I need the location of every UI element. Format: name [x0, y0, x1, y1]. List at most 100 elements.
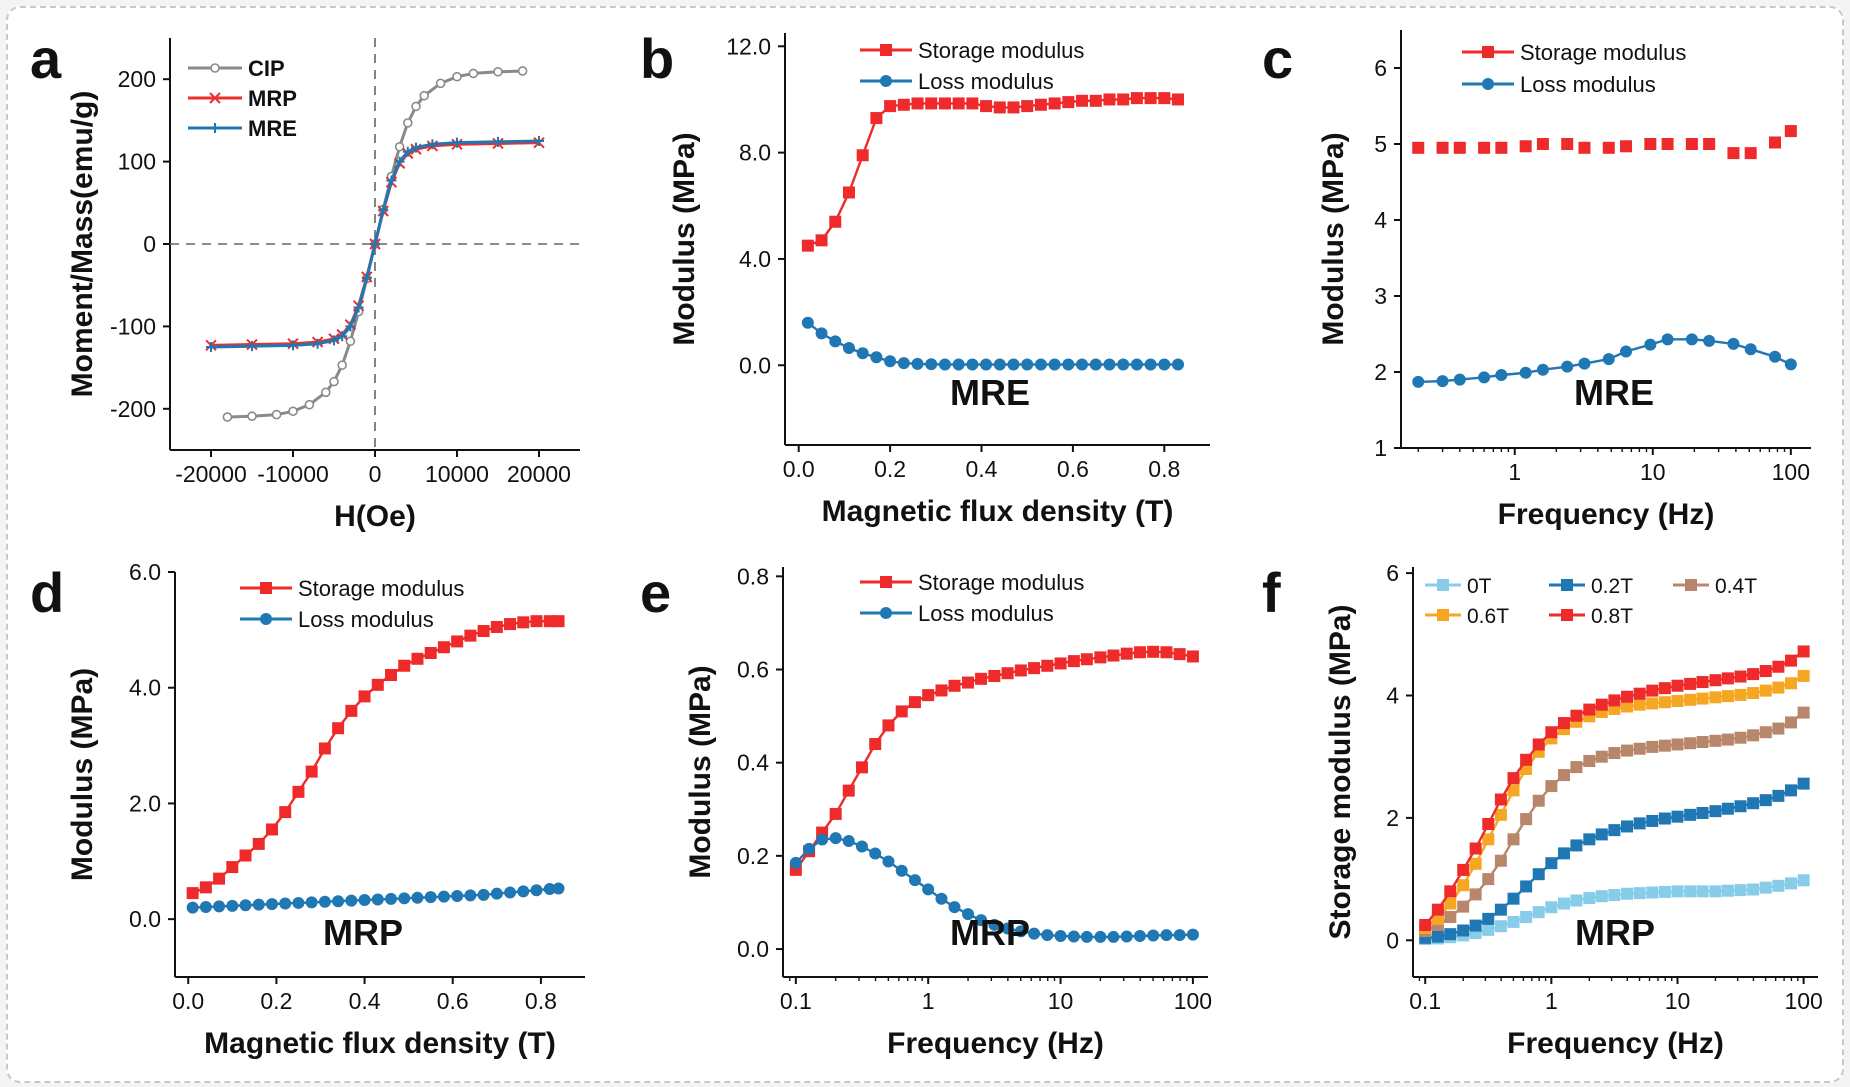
data-point [1120, 647, 1133, 660]
data-point [1703, 138, 1716, 150]
data-point [1545, 726, 1558, 739]
data-point [345, 336, 356, 347]
legend-marker [260, 613, 272, 625]
data-point [1769, 136, 1782, 149]
data-point [213, 900, 226, 913]
x-tick-label: 1 [1508, 459, 1521, 485]
data-point [1703, 334, 1716, 347]
data-point [1696, 676, 1709, 689]
data-point [186, 901, 199, 914]
legend-label: Loss modulus [918, 69, 1054, 94]
data-point [1117, 358, 1130, 371]
y-tick-label: -200 [110, 396, 156, 422]
y-tick-label: 6 [1374, 55, 1387, 81]
data-point [1583, 703, 1596, 716]
data-point [1021, 100, 1034, 113]
panel-letter: e [640, 561, 671, 624]
y-tick-label: 200 [118, 66, 156, 92]
data-point [1444, 911, 1457, 924]
data-point [1608, 889, 1621, 901]
data-point [1685, 333, 1698, 346]
data-point [1658, 739, 1671, 752]
data-point [895, 705, 908, 718]
data-point [1412, 375, 1425, 388]
legend-marker [260, 582, 272, 594]
data-point [1734, 800, 1747, 813]
data-point [1453, 141, 1466, 154]
y-tick-label: 0.0 [739, 352, 771, 378]
legend-label: Loss modulus [298, 607, 434, 632]
data-point [1744, 343, 1757, 356]
data-point [925, 97, 938, 110]
legend-label: CIP [248, 56, 285, 81]
data-point [247, 341, 257, 352]
data-point [353, 302, 364, 313]
legend-marker [1437, 579, 1449, 591]
panel-letter: c [1262, 27, 1293, 90]
legend: Storage modulus Loss modulus [860, 570, 1084, 626]
data-point [504, 886, 517, 899]
y-tick-label: 8.0 [739, 140, 771, 166]
data-point [1784, 716, 1797, 729]
data-point [1444, 897, 1457, 910]
data-point [1436, 141, 1449, 154]
data-point [1494, 793, 1507, 806]
data-point [1482, 873, 1495, 886]
data-point [1727, 147, 1740, 160]
data-point [517, 885, 530, 898]
x-tick-label: 0.0 [783, 456, 815, 482]
data-point [952, 97, 965, 110]
data-point [1797, 645, 1810, 658]
data-point [1469, 888, 1482, 901]
legend-marker [1561, 579, 1573, 591]
data-point [1094, 651, 1107, 664]
data-point [1784, 654, 1797, 667]
legend-label: 0.8T [1591, 605, 1633, 628]
data-point [855, 840, 868, 853]
x-axis-label: Frequency (Hz) [1498, 498, 1715, 531]
data-point [1671, 695, 1684, 708]
data-point [1747, 687, 1760, 700]
data-point [1160, 646, 1173, 659]
data-point [1507, 892, 1520, 905]
data-point [815, 234, 828, 247]
data-point [206, 342, 216, 352]
data-point [895, 864, 908, 877]
data-point [938, 358, 951, 371]
data-point [1494, 854, 1507, 867]
data-point [358, 894, 371, 907]
data-point [1133, 930, 1146, 942]
panel-c: c 1 10 100 1 2 3 4 5 6 Frequency (Hz) Modulus (MPa)… [1262, 27, 1811, 531]
data-point [815, 327, 828, 340]
data-point [394, 141, 405, 152]
data-point [1661, 333, 1674, 346]
data-point [1054, 657, 1067, 670]
data-point [1495, 141, 1508, 154]
data-point [1507, 772, 1520, 785]
data-point [935, 892, 948, 905]
data-point [345, 894, 358, 907]
data-point [1633, 817, 1646, 830]
panel-letter: b [640, 27, 674, 90]
data-point [1602, 141, 1615, 154]
data-point [988, 670, 1001, 683]
y-tick-label: 1 [1374, 435, 1387, 461]
data-point [1621, 887, 1634, 900]
data-point [1469, 857, 1482, 870]
data-point [1094, 930, 1107, 943]
data-point [1089, 94, 1102, 107]
data-point [975, 672, 988, 685]
data-point [332, 722, 345, 735]
y-tick-label: 4.0 [739, 246, 771, 272]
data-point [870, 351, 883, 364]
data-point [1494, 808, 1507, 821]
data-point [437, 890, 450, 903]
legend-label: MRP [248, 86, 297, 111]
data-point [1734, 688, 1747, 701]
x-tick-label: 0.2 [874, 456, 906, 482]
data-point [312, 338, 323, 349]
series-mre [206, 136, 544, 352]
data-point [1107, 649, 1120, 662]
data-point [1186, 650, 1199, 663]
data-point [911, 97, 924, 110]
